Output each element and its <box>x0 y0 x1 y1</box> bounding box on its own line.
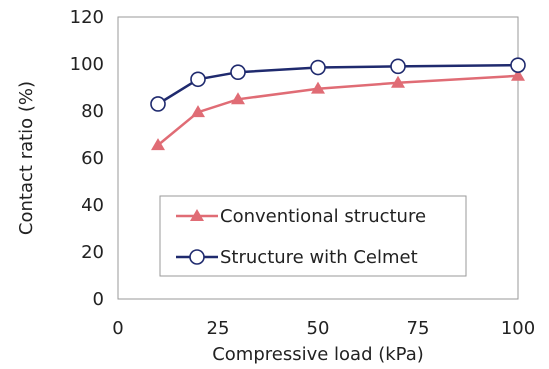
data-point <box>151 138 165 151</box>
y-tick-label: 40 <box>81 195 104 216</box>
x-tick-label: 50 <box>307 318 330 339</box>
data-point <box>310 59 326 76</box>
y-tick-label: 0 <box>93 289 104 310</box>
x-tick-label: 75 <box>407 318 430 339</box>
y-tick-label: 120 <box>70 7 104 28</box>
y-tick-label: 100 <box>70 54 104 75</box>
data-point <box>511 68 525 81</box>
data-point <box>191 105 205 118</box>
y-axis-ticks: 0 20 40 60 80 100 120 <box>70 7 104 310</box>
x-tick-label: 0 <box>112 318 123 339</box>
data-point <box>150 96 166 112</box>
series-line <box>157 74 519 147</box>
series-layer <box>150 57 526 151</box>
y-axis-title: Contact ratio (%) <box>16 81 37 235</box>
x-tick-label: 100 <box>501 318 535 339</box>
data-point <box>510 57 526 73</box>
legend-label-celmet: Structure with Celmet <box>220 247 418 268</box>
legend-marker-circle-icon <box>189 249 205 265</box>
x-tick-label: 25 <box>207 318 230 339</box>
y-tick-label: 20 <box>81 242 104 263</box>
series-2 <box>150 57 526 112</box>
x-axis-title: Compressive load (kPa) <box>212 344 424 365</box>
series-1 <box>151 68 525 151</box>
data-point <box>190 71 206 88</box>
data-point <box>231 92 245 105</box>
data-point <box>391 75 405 88</box>
legend-box <box>159 195 467 277</box>
y-tick-label: 60 <box>81 148 104 169</box>
data-point <box>390 58 406 75</box>
data-point <box>230 64 246 81</box>
x-axis-ticks: 0 25 50 75 100 <box>112 318 535 339</box>
series-line <box>157 63 519 106</box>
legend-marker-triangle-icon <box>190 209 204 221</box>
legend: Conventional structure Structure with Ce… <box>159 195 467 277</box>
y-tick-label: 80 <box>81 101 104 122</box>
legend-label-conventional: Conventional structure <box>220 206 426 227</box>
data-point <box>311 81 325 94</box>
